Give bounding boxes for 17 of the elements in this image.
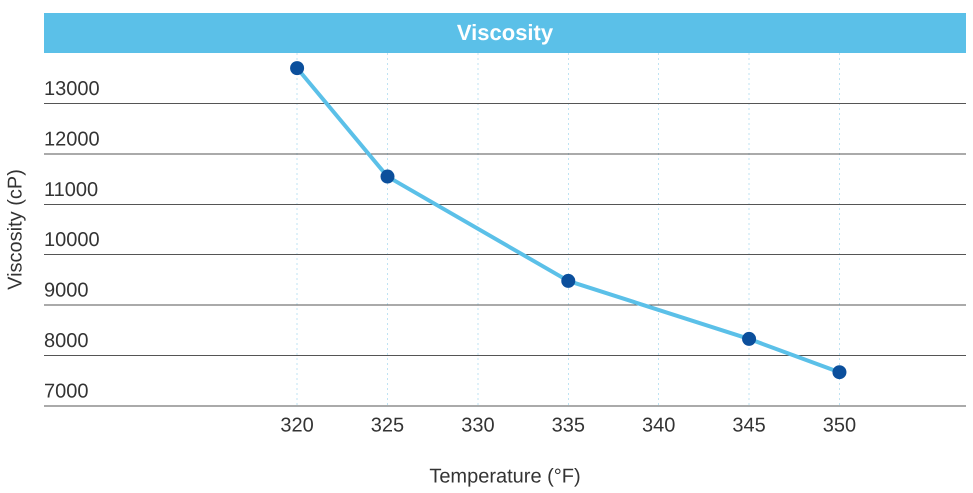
y-tick-label: 7000	[44, 380, 88, 403]
x-tick-label: 340	[642, 414, 676, 437]
y-tick-label: 13000	[44, 78, 100, 100]
chart-title: Viscosity	[456, 20, 554, 46]
x-axis-title: Temperature (°F)	[429, 466, 581, 488]
y-axis-title: Viscosity (cP)	[4, 169, 27, 290]
y-tick-label: 12000	[44, 128, 100, 150]
x-tick-label: 350	[822, 414, 856, 437]
y-tick-label: 10000	[44, 229, 100, 252]
x-tick-label: 325	[370, 414, 404, 437]
y-tick-label: 11000	[44, 178, 98, 201]
x-tick-label: 335	[552, 414, 585, 437]
y-tick-label: 8000	[44, 330, 88, 352]
x-tick-label: 320	[280, 414, 314, 437]
y-tick-label: 9000	[44, 280, 88, 302]
x-tick-label: 330	[461, 414, 495, 437]
x-tick-label: 345	[732, 414, 766, 437]
